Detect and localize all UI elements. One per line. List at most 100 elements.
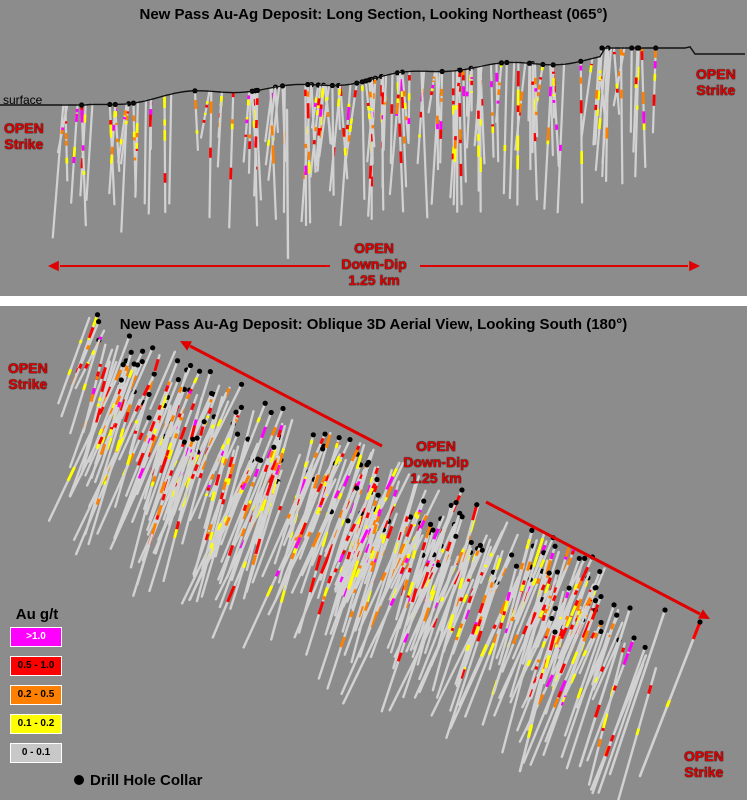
- grade-interval: [117, 388, 122, 395]
- drill-hole: [245, 481, 281, 593]
- drill-hole: [382, 74, 388, 135]
- drill-hole: [363, 78, 372, 131]
- drill-hole-collar: [126, 333, 133, 339]
- grade-interval: [337, 492, 343, 500]
- drill-hole-trace: [228, 91, 235, 229]
- grade-interval: [479, 571, 484, 577]
- grade-interval: [159, 458, 167, 474]
- grade-interval: [536, 91, 540, 97]
- grade-interval: [190, 403, 196, 411]
- drill-hole: [154, 436, 196, 555]
- drill-hole-collar: [598, 593, 604, 600]
- grade-interval: [137, 466, 146, 479]
- drill-hole: [56, 103, 69, 154]
- grade-interval: [100, 424, 107, 434]
- drill-hole-trace: [82, 360, 111, 464]
- grade-interval: [587, 600, 592, 605]
- grade-interval: [66, 466, 76, 482]
- grade-interval: [134, 404, 141, 413]
- drill-hole-collar: [509, 552, 515, 558]
- drill-hole: [502, 59, 510, 195]
- drill-hole: [154, 410, 177, 470]
- drill-hole: [526, 60, 533, 122]
- drill-hole: [315, 84, 325, 167]
- right-strike-open: OPEN: [696, 66, 736, 82]
- grade-interval: [526, 561, 532, 572]
- grade-interval: [274, 570, 281, 578]
- drill-hole-trace: [556, 63, 566, 214]
- drill-hole-collar: [552, 605, 558, 612]
- grade-interval: [95, 375, 99, 380]
- drill-hole-collar: [477, 542, 484, 548]
- grade-interval: [319, 497, 325, 506]
- drill-hole: [218, 457, 264, 585]
- drill-hole-trace: [594, 46, 608, 172]
- drill-hole: [295, 444, 342, 538]
- grade-interval: [575, 598, 583, 612]
- drill-hole-collar: [146, 415, 152, 421]
- grade-interval: [177, 412, 182, 418]
- grade-interval: [372, 519, 377, 526]
- drill-hole-trace: [84, 379, 134, 536]
- grade-interval: [222, 515, 228, 523]
- drill-hole-trace: [346, 479, 379, 585]
- drill-hole-trace: [310, 452, 359, 566]
- grade-interval: [74, 113, 79, 122]
- drill-hole: [158, 413, 185, 489]
- drill-hole-collar: [435, 562, 441, 568]
- grade-interval: [239, 488, 244, 495]
- grade-interval: [348, 125, 353, 133]
- grade-interval: [256, 417, 261, 423]
- drill-hole: [118, 391, 152, 461]
- grade-interval: [458, 72, 462, 78]
- drill-hole: [407, 70, 411, 142]
- drill-hole-trace: [563, 630, 603, 737]
- grade-interval: [412, 542, 418, 549]
- grade-interval: [582, 649, 588, 657]
- grade-interval: [99, 443, 107, 456]
- grade-interval: [89, 392, 95, 402]
- grade-interval: [190, 473, 196, 480]
- drill-hole: [498, 590, 550, 699]
- grade-interval: [383, 519, 389, 529]
- grade-interval: [113, 422, 118, 429]
- grade-interval: [439, 596, 445, 602]
- drill-hole: [389, 72, 394, 165]
- drill-hole: [563, 628, 604, 737]
- drill-hole: [432, 555, 460, 623]
- grade-interval: [381, 534, 387, 544]
- drill-hole: [242, 90, 251, 163]
- drill-hole: [209, 460, 257, 560]
- grade-interval: [479, 644, 488, 658]
- grade-interval: [308, 577, 316, 593]
- drill-hole: [430, 567, 505, 717]
- drill-hole: [216, 91, 223, 168]
- grade-interval: [95, 498, 101, 506]
- grade-interval: [595, 108, 600, 117]
- grade-interval: [385, 475, 395, 491]
- grade-interval: [321, 531, 329, 547]
- grade-interval: [137, 452, 145, 466]
- drill-hole: [396, 528, 422, 617]
- grade-interval: [560, 627, 568, 640]
- drill-hole-trace: [530, 557, 581, 700]
- grade-interval: [389, 597, 396, 607]
- grade-interval: [548, 86, 553, 97]
- grade-interval: [476, 630, 483, 642]
- grade-interval: [545, 574, 550, 579]
- grade-interval: [67, 368, 73, 376]
- drill-hole: [195, 445, 240, 603]
- grade-interval: [353, 560, 360, 572]
- grade-interval: [96, 403, 101, 407]
- grade-interval: [251, 554, 258, 566]
- drill-hole: [130, 100, 137, 193]
- drill-hole-collar: [430, 527, 436, 533]
- drill-hole-trace: [612, 46, 621, 115]
- grade-interval: [431, 84, 435, 89]
- grade-interval: [339, 576, 344, 583]
- drill-hole: [82, 343, 107, 434]
- grade-interval: [210, 491, 216, 502]
- grade-interval: [407, 581, 415, 596]
- drill-hole: [591, 632, 610, 686]
- drill-hole: [74, 329, 106, 390]
